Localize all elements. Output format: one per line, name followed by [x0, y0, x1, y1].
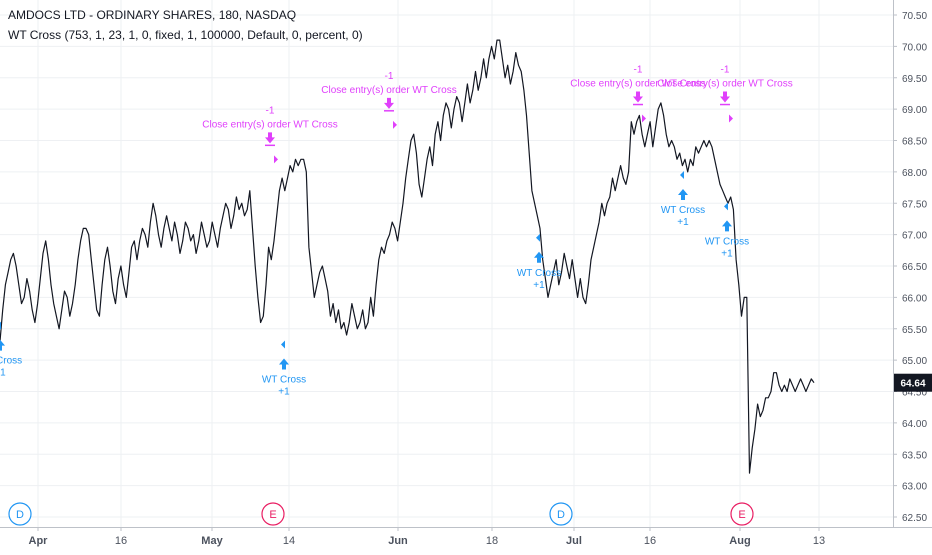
y-tick-label: 66.50: [902, 262, 927, 273]
y-tick-label: 65.50: [902, 325, 927, 336]
sell-arrow-icon[interactable]: [720, 91, 730, 103]
entry-marker: [281, 340, 285, 349]
exit-marker: [274, 155, 278, 164]
buy-arrow-icon[interactable]: [534, 251, 544, 263]
y-tick-label: 62.50: [902, 513, 927, 524]
buy-signal-qty: +1: [533, 280, 545, 291]
buy-signal-label: WT Cross: [0, 356, 22, 367]
buy-arrow-icon[interactable]: [678, 189, 688, 201]
buy-signal-qty: +1: [721, 248, 733, 259]
buy-arrow-icon[interactable]: [0, 339, 5, 351]
earnings-event-icon[interactable]: [261, 502, 285, 526]
buy-signal-label: WT Cross: [705, 236, 749, 247]
y-tick-label: 64.50: [902, 388, 927, 399]
last-price-label: 64.64: [900, 379, 925, 390]
event-label: D: [16, 509, 24, 521]
y-tick-label: 67.50: [902, 199, 927, 210]
buy-signal-label: WT Cross: [661, 205, 705, 216]
sell-signal-qty: -1: [385, 71, 394, 82]
buy-signal-label: WT Cross: [262, 374, 306, 385]
entry-marker: [536, 233, 540, 242]
sell-signal-qty: -1: [721, 65, 730, 76]
x-tick-label: May: [201, 535, 223, 547]
last-price-tag: [894, 373, 932, 392]
entry-marker: [0, 321, 1, 330]
buy-signal-label: WT Cross: [517, 268, 561, 279]
event-label: E: [738, 509, 745, 521]
sell-signal-qty: -1: [634, 65, 643, 76]
exit-marker: [393, 120, 397, 129]
x-tick-label: Aug: [729, 535, 750, 547]
y-tick-label: 70.50: [902, 11, 927, 22]
y-tick-label: 63.00: [902, 482, 927, 493]
y-tick-label: 70.00: [902, 42, 927, 53]
x-tick-label: 16: [115, 535, 127, 547]
sell-signal-label: Close entry(s) order WT Cross: [657, 79, 792, 90]
y-tick-label: 68.50: [902, 137, 927, 148]
y-tick-label: 64.00: [902, 419, 927, 430]
sell-signal-label: Close entry(s) order WT Cross: [570, 79, 705, 90]
sell-arrow-icon[interactable]: [633, 91, 643, 103]
event-label: E: [269, 509, 276, 521]
buy-signal-qty: +1: [0, 368, 6, 379]
dividend-event-icon[interactable]: [549, 502, 573, 526]
y-tick-label: 65.00: [902, 356, 927, 367]
sell-arrow-icon[interactable]: [265, 132, 275, 144]
price-line: [0, 39, 815, 474]
x-tick-label: 14: [283, 535, 295, 547]
y-tick-label: 63.50: [902, 450, 927, 461]
buy-arrow-icon[interactable]: [279, 358, 289, 370]
y-tick-label: 68.00: [902, 168, 927, 179]
earnings-event-icon[interactable]: [730, 502, 754, 526]
buy-arrow-icon[interactable]: [722, 220, 732, 232]
study-legend[interactable]: WT Cross (753, 1, 23, 1, 0, fixed, 1, 10…: [8, 28, 363, 42]
entry-marker: [724, 202, 728, 211]
buy-signal-qty: +1: [677, 217, 689, 228]
buy-signal-qty: +1: [278, 386, 290, 397]
event-label: D: [557, 509, 565, 521]
x-tick-label: 18: [486, 535, 498, 547]
y-tick-label: 67.00: [902, 231, 927, 242]
symbol-title: AMDOCS LTD - ORDINARY SHARES, 180, NASDA…: [8, 8, 297, 22]
x-tick-label: 16: [644, 535, 656, 547]
x-tick-label: Jun: [388, 535, 408, 547]
y-tick-label: 69.00: [902, 105, 927, 116]
exit-marker: [642, 114, 646, 123]
x-tick-label: Apr: [29, 535, 49, 547]
x-tick-label: 13: [813, 535, 825, 547]
y-tick-label: 69.50: [902, 74, 927, 85]
sell-signal-label: Close entry(s) order WT Cross: [202, 119, 337, 130]
dividend-event-icon[interactable]: [8, 502, 32, 526]
y-tick-label: 66.00: [902, 293, 927, 304]
sell-signal-qty: -1: [266, 105, 275, 116]
entry-marker: [680, 171, 684, 180]
exit-marker: [729, 114, 733, 123]
sell-signal-label: Close entry(s) order WT Cross: [321, 85, 456, 96]
sell-arrow-icon[interactable]: [384, 97, 394, 109]
x-tick-label: Jul: [566, 535, 582, 547]
